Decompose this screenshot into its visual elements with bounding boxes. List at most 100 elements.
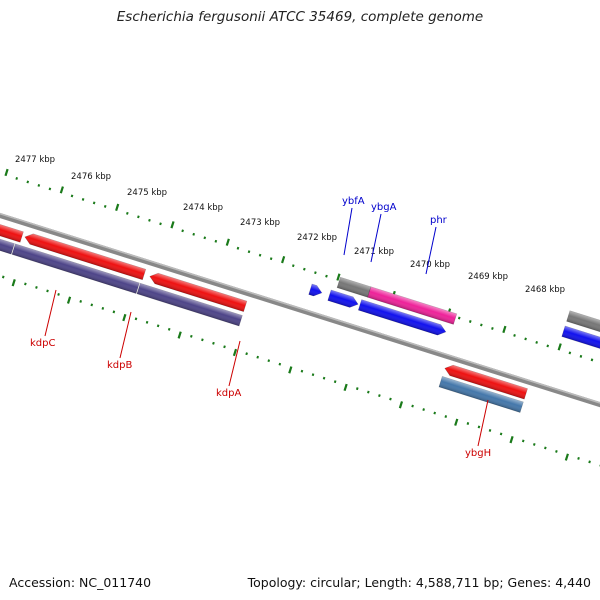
- minor-tick: [103, 204, 107, 208]
- minor-tick: [588, 460, 591, 464]
- minor-tick: [555, 449, 558, 453]
- gene-label-ybfA: ybfA: [342, 196, 365, 207]
- scale-label: 2471 kbp: [354, 247, 394, 257]
- scale-labels: 2477 kbp 2476 kbp 2475 kbp 2474 kbp 2473…: [15, 155, 565, 295]
- minor-tick: [46, 289, 49, 293]
- gene-label-kdpC: kdpC: [30, 338, 55, 349]
- minor-tick: [546, 344, 550, 348]
- minor-tick: [491, 327, 494, 330]
- minor-tick: [92, 201, 96, 205]
- minor-tick: [156, 324, 160, 328]
- major-tick: [232, 348, 238, 357]
- minor-tick: [480, 323, 483, 327]
- ybgA-leader: [370, 213, 382, 263]
- gene-kdpA-shine: [149, 273, 247, 312]
- minor-tick: [214, 239, 218, 243]
- minor-tick: [457, 316, 461, 320]
- minor-tick: [532, 442, 536, 446]
- minor-tick: [101, 306, 105, 310]
- gene-dark-kdpA-shine: [136, 283, 243, 326]
- minor-tick: [433, 411, 437, 415]
- minor-tick: [70, 194, 74, 198]
- minor-tick: [201, 338, 204, 342]
- gene-dark-1: [0, 232, 15, 255]
- gene-label-kdpB: kdpB: [107, 360, 132, 371]
- minor-tick: [1, 275, 5, 279]
- minor-tick: [291, 264, 295, 268]
- scale-label: 2475 kbp: [127, 188, 167, 198]
- major-tick: [281, 255, 286, 264]
- minor-tick: [37, 184, 41, 187]
- major-tick: [502, 325, 507, 334]
- minor-tick: [590, 358, 594, 362]
- minor-tick: [367, 390, 370, 394]
- minor-tick: [247, 250, 251, 254]
- gene-phr-shine: [367, 286, 457, 325]
- major-tick: [122, 313, 127, 322]
- minor-tick: [269, 257, 273, 261]
- minor-tick: [278, 362, 282, 366]
- scale-label: 2476 kbp: [71, 172, 111, 182]
- major-tick: [11, 279, 16, 287]
- genome-axis: [0, 181, 600, 415]
- gene-dark-1-shine: [0, 232, 15, 255]
- gene-blue-1: [327, 289, 359, 308]
- minor-tick: [112, 310, 116, 314]
- ybgH-leader: [477, 399, 489, 447]
- major-tick: [564, 453, 569, 461]
- minor-tick: [167, 327, 171, 331]
- minor-tick: [355, 387, 359, 391]
- minor-tick: [322, 376, 326, 380]
- minor-tick: [477, 425, 481, 429]
- scale-label: 2470 kbp: [410, 260, 450, 270]
- genome-axis-highlight: [0, 181, 600, 412]
- gene-blue-1-shine: [327, 289, 359, 308]
- minor-tick: [468, 320, 472, 323]
- minor-tick: [389, 397, 392, 401]
- scale-label: 2472 kbp: [297, 233, 337, 243]
- minor-tick: [190, 334, 193, 338]
- gene-kdpB: [24, 233, 147, 281]
- scale-label: 2469 kbp: [468, 272, 508, 282]
- major-tick: [66, 296, 72, 304]
- minor-tick: [411, 404, 414, 408]
- gene-kdpB-shine: [24, 233, 146, 280]
- minor-tick: [333, 380, 337, 384]
- gene-labels: kdpC kdpB kdpA ybfA ybgA phr ybgH: [30, 196, 491, 459]
- minor-tick: [466, 422, 470, 425]
- map-title: Escherichia fergusonii ATCC 35469, compl…: [116, 9, 484, 25]
- minor-tick: [35, 286, 38, 289]
- minor-tick: [48, 187, 52, 191]
- major-tick: [336, 273, 341, 281]
- gene-ybgH-steel: [438, 376, 524, 413]
- gene-dark-kdpB: [11, 243, 140, 294]
- minor-tick: [145, 320, 149, 324]
- minor-tick: [535, 340, 538, 344]
- minor-tick: [15, 177, 19, 180]
- gene-dark-kdpA: [136, 282, 243, 327]
- minor-tick: [81, 197, 85, 201]
- major-tick: [177, 331, 182, 339]
- label-leaders: [44, 207, 489, 447]
- major-tick: [59, 186, 64, 194]
- major-tick: [343, 383, 348, 392]
- gene-ybgH-steel-shine: [438, 376, 524, 413]
- minor-tick: [90, 303, 94, 307]
- ybfA-leader: [343, 207, 353, 256]
- phr-leader: [425, 226, 437, 275]
- gene-ybgH-shine: [444, 365, 528, 400]
- minor-tick: [499, 432, 503, 436]
- scale-label: 2477 kbp: [15, 155, 55, 165]
- minor-tick: [378, 394, 381, 398]
- minor-tick: [444, 415, 448, 418]
- gene-ybfA-shine: [308, 283, 322, 296]
- scale-label: 2468 kbp: [525, 285, 565, 295]
- minor-tick: [159, 222, 162, 226]
- minor-tick: [126, 211, 129, 215]
- minor-tick: [192, 232, 196, 236]
- minor-tick: [303, 267, 306, 271]
- kdpA-leader: [228, 340, 241, 387]
- minor-tick: [24, 282, 27, 286]
- minor-tick: [26, 180, 30, 184]
